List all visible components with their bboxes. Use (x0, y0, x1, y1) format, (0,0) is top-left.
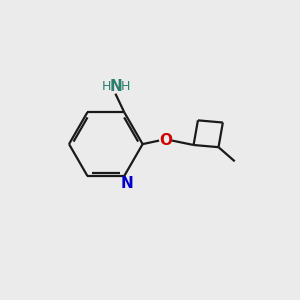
Text: H: H (121, 80, 130, 93)
Text: H: H (101, 80, 111, 93)
Text: O: O (159, 133, 172, 148)
Text: N: N (109, 79, 122, 94)
Text: N: N (120, 176, 133, 191)
